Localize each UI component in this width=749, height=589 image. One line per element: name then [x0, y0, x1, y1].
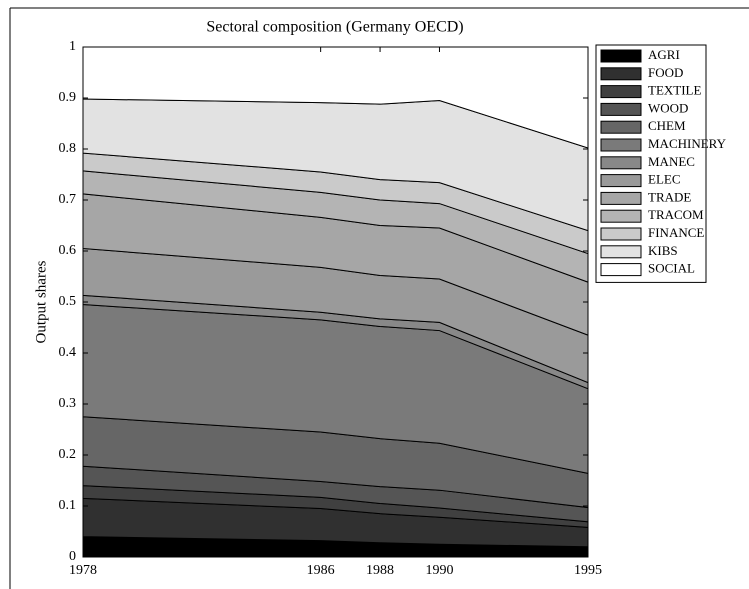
- chart-title: Sectoral composition (Germany OECD): [206, 19, 463, 36]
- legend-label: KIBS: [648, 243, 678, 258]
- legend-swatch: [600, 209, 642, 223]
- y-tick-label: 0.7: [59, 192, 77, 207]
- legend-swatch: [600, 67, 642, 81]
- y-tick-label: 0.2: [59, 447, 77, 462]
- legend-swatch: [600, 138, 642, 152]
- y-tick-label: 0.4: [59, 345, 77, 360]
- legend-label: TRADE: [648, 189, 691, 204]
- legend-label: FOOD: [648, 65, 683, 80]
- y-tick-label: 0.6: [59, 243, 77, 258]
- legend-label: SOCIAL: [648, 261, 695, 276]
- legend-swatch: [600, 227, 642, 241]
- legend-label: ELEC: [648, 172, 681, 187]
- legend-swatch: [600, 120, 642, 134]
- legend-label: MACHINERY: [648, 136, 727, 151]
- legend-label: FINANCE: [648, 225, 704, 240]
- x-tick-label: 1988: [366, 563, 394, 578]
- x-tick-label: 1986: [307, 563, 335, 578]
- y-tick-label: 0.9: [59, 90, 77, 105]
- legend-label: MANEC: [648, 154, 695, 169]
- y-tick-label: 0.3: [59, 396, 77, 411]
- y-axis-label: Output shares: [33, 260, 49, 343]
- y-tick-label: 0: [69, 549, 76, 564]
- x-tick-label: 1995: [574, 563, 602, 578]
- legend-swatch: [600, 263, 642, 277]
- legend-label: AGRI: [648, 47, 680, 62]
- y-tick-label: 0.5: [59, 294, 77, 309]
- legend-swatch: [600, 85, 642, 99]
- y-tick-label: 0.1: [59, 498, 77, 513]
- x-tick-label: 1990: [425, 563, 453, 578]
- legend-swatch: [600, 191, 642, 205]
- y-tick-label: 1: [69, 39, 76, 54]
- legend-swatch: [600, 245, 642, 259]
- x-tick-label: 1978: [69, 563, 97, 578]
- y-tick-label: 0.8: [59, 141, 77, 156]
- legend-label: WOOD: [648, 100, 688, 115]
- legend-label: TEXTILE: [648, 83, 701, 98]
- legend-label: TRACOM: [648, 207, 704, 222]
- legend-swatch: [600, 174, 642, 188]
- legend-swatch: [600, 156, 642, 170]
- legend-label: CHEM: [648, 118, 686, 133]
- legend-swatch: [600, 102, 642, 116]
- legend-swatch: [600, 49, 642, 63]
